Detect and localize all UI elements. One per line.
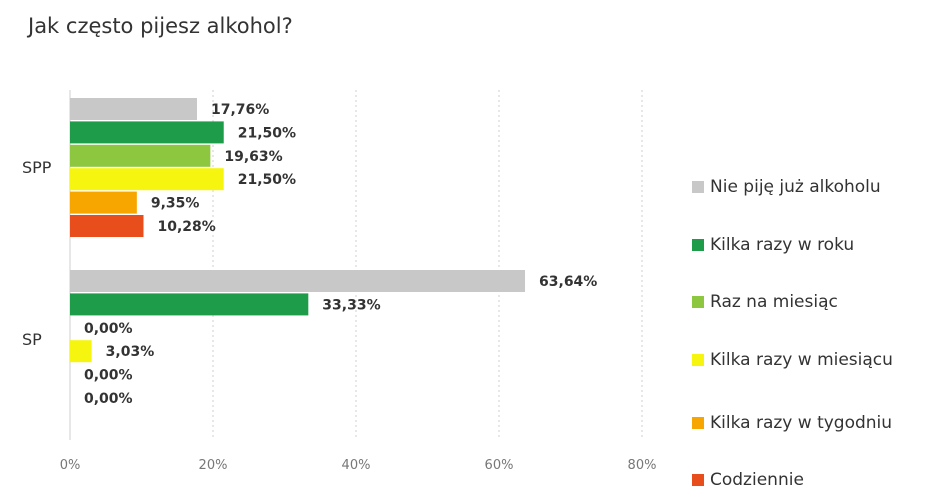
legend-item: Raz na miesiąc [692, 292, 838, 312]
bar [70, 144, 211, 167]
legend-item: Kilka razy w miesiącu [692, 350, 893, 370]
x-tick-label: 60% [485, 458, 514, 473]
legend-label: Codziennie [710, 470, 804, 490]
data-label: 63,64% [539, 274, 597, 290]
legend-swatch [692, 417, 704, 429]
data-label: 19,63% [224, 149, 282, 165]
legend-swatch [692, 181, 704, 193]
bar [70, 168, 224, 191]
data-label: 0,00% [84, 368, 133, 384]
x-tick-label: 40% [342, 458, 371, 473]
chart-title: Jak często pijesz alkohol? [28, 14, 293, 38]
legend-label: Kilka razy w roku [710, 235, 855, 255]
legend-swatch [692, 239, 704, 251]
x-tick-label: 0% [60, 458, 81, 473]
bar [70, 215, 144, 237]
legend-swatch [692, 474, 704, 486]
data-label: 9,35% [151, 196, 200, 212]
x-tick-label: 80% [628, 458, 657, 473]
legend-label: Nie piję już alkoholu [710, 177, 881, 197]
data-label: 0,00% [84, 321, 133, 337]
legend-label: Raz na miesiąc [710, 292, 838, 312]
legend-item: Kilka razy w tygodniu [692, 413, 892, 433]
bar [70, 191, 137, 214]
bar [70, 340, 92, 363]
data-label: 17,76% [211, 102, 269, 118]
bar [70, 293, 309, 316]
legend-item: Kilka razy w roku [692, 235, 854, 255]
bar [70, 121, 224, 144]
data-label: 3,03% [106, 344, 155, 360]
data-label: 0,00% [84, 391, 133, 407]
legend-item: Codziennie [692, 470, 804, 490]
data-label: 33,33% [322, 297, 380, 313]
legend-swatch [692, 354, 704, 366]
x-tick-label: 20% [199, 458, 228, 473]
legend-item: Nie piję już alkoholu [692, 177, 881, 197]
data-label: 21,50% [238, 125, 296, 141]
data-label: 21,50% [238, 172, 296, 188]
category-label: SP [22, 330, 42, 349]
bar [70, 98, 197, 120]
bar [70, 270, 526, 292]
category-label: SPP [22, 158, 52, 177]
data-label: 10,28% [158, 219, 216, 235]
legend-label: Kilka razy w tygodniu [710, 413, 893, 433]
legend-swatch [692, 296, 704, 308]
legend-label: Kilka razy w miesiącu [710, 350, 893, 370]
